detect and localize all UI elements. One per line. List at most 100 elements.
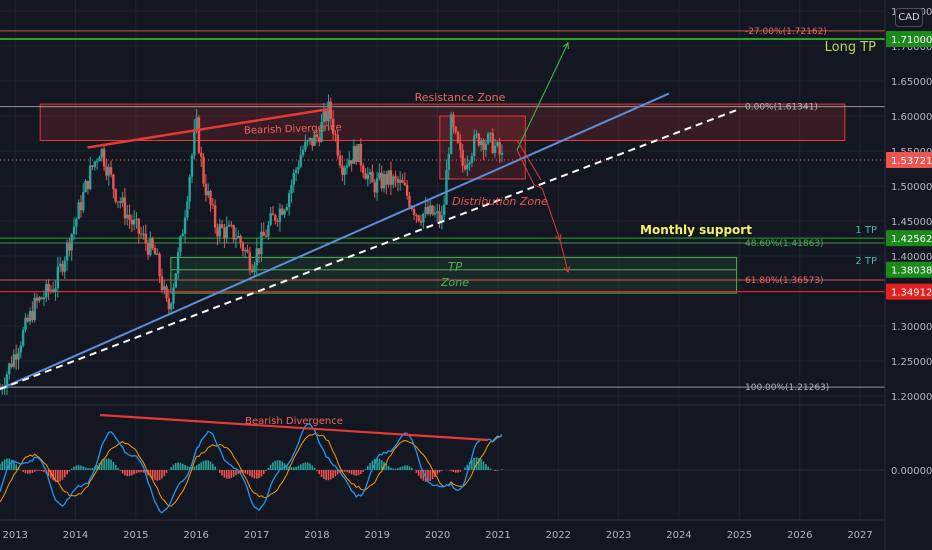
candle-body	[500, 152, 504, 155]
candle-body	[452, 114, 455, 127]
candle-body	[264, 235, 268, 237]
price-badge	[886, 283, 932, 300]
tp-label: TP	[448, 260, 463, 274]
candle-body	[281, 208, 284, 215]
candle-body	[158, 253, 161, 277]
candle-body	[160, 276, 164, 290]
candle-body	[338, 155, 342, 166]
candle-body	[77, 202, 80, 219]
candle-body	[204, 183, 208, 196]
candle-body	[181, 233, 184, 237]
y-tick-label: 1.50000	[891, 182, 932, 193]
candle-body	[422, 213, 425, 223]
x-tick-label: 2016	[183, 530, 208, 541]
price-badge-text: 1.38038	[891, 266, 932, 277]
candle-body	[292, 172, 295, 185]
candle-body	[45, 283, 48, 298]
candle-body	[415, 214, 418, 216]
candle-body	[373, 182, 376, 193]
fib-levels: -27.00%(1.72162) 0.00%(1.61341) 48.60%(1.4…	[0, 27, 885, 393]
trendlines	[0, 92, 740, 390]
x-tick-label: 2020	[425, 530, 450, 541]
zone-resistance-zone	[39, 103, 846, 141]
y-tick-label: 1.20000	[891, 392, 932, 403]
candle-body	[368, 171, 372, 175]
candle-body	[200, 152, 203, 157]
projection-arrows	[516, 42, 570, 274]
candle-body	[190, 155, 194, 177]
candle-body	[28, 311, 32, 322]
candle-body	[496, 142, 499, 146]
x-tick-label: 2013	[2, 530, 27, 541]
candle-body	[56, 266, 60, 289]
candle-body	[456, 132, 460, 143]
distribution-zone-label: Distribution Zone	[452, 195, 548, 208]
candle-body	[322, 111, 326, 123]
zone-label: Zone	[440, 276, 469, 289]
candle-body	[445, 169, 448, 205]
candle-body	[237, 235, 240, 239]
candle-body	[35, 297, 39, 301]
candle-body	[220, 224, 224, 228]
candle-body	[202, 156, 205, 184]
x-tick-label: 2023	[606, 530, 631, 541]
candle-body	[308, 137, 312, 141]
candle-body	[109, 167, 113, 175]
osc-divergence-line	[99, 413, 489, 442]
candle-body	[287, 193, 291, 208]
candle-body	[47, 283, 50, 292]
candle-body	[297, 166, 300, 170]
candle-body	[403, 182, 407, 185]
tp1-label: 1 TP	[855, 225, 877, 236]
candle-body	[341, 165, 344, 175]
candle-body	[366, 174, 370, 180]
candle-body	[31, 311, 34, 321]
candle-body	[355, 146, 358, 162]
candle-body	[343, 167, 346, 175]
candle-body	[327, 101, 330, 122]
candle-body	[324, 111, 328, 122]
currency-label[interactable]: CAD	[895, 8, 923, 27]
y-tick-label: 1.70000	[891, 42, 932, 53]
candle-body	[75, 218, 78, 227]
candle-body	[304, 141, 307, 150]
fib-level-label: 0.00%(1.61341)	[745, 103, 818, 113]
monthly-support-label: Monthly support	[640, 223, 752, 237]
candle-body	[163, 286, 166, 290]
candle-body	[438, 211, 441, 222]
candle-body	[385, 174, 388, 185]
candle-body	[306, 140, 309, 142]
candle-body	[223, 227, 226, 239]
trendline	[0, 92, 670, 390]
candle-body	[424, 206, 427, 214]
candle-body	[12, 354, 16, 367]
candle-body	[227, 224, 231, 227]
candle-body	[151, 238, 154, 249]
x-tick-label: 2015	[123, 530, 148, 541]
candle-body	[454, 126, 457, 133]
candle-body	[165, 286, 168, 299]
price-axis[interactable]: 1.200001.250001.300001.350001.400001.450…	[884, 0, 932, 550]
candle-body	[234, 238, 238, 240]
candle-body	[174, 273, 178, 288]
candle-body	[401, 179, 404, 183]
candle-body	[107, 167, 110, 176]
candle-body	[473, 135, 476, 156]
candle-body	[387, 170, 390, 185]
y-tick-label: 1.45000	[891, 217, 932, 228]
candle-body	[463, 165, 467, 170]
candle-body	[98, 157, 101, 162]
candle-body	[283, 210, 286, 215]
price-badge	[886, 261, 932, 278]
time-axis[interactable]: 2013 2014 2015 2016 2017 2018 2019 2020 2021 2022…	[0, 519, 885, 541]
candle-body	[417, 215, 420, 221]
candle-body	[357, 143, 360, 162]
y-tick-label: 1.30000	[891, 322, 932, 333]
candle-body	[336, 135, 339, 156]
osc-tick-label: 0.00000	[891, 466, 932, 477]
candle-body	[79, 202, 83, 211]
candle-body	[315, 134, 319, 138]
candle-body	[218, 224, 221, 237]
tp2-label: 2 TP	[855, 256, 877, 267]
